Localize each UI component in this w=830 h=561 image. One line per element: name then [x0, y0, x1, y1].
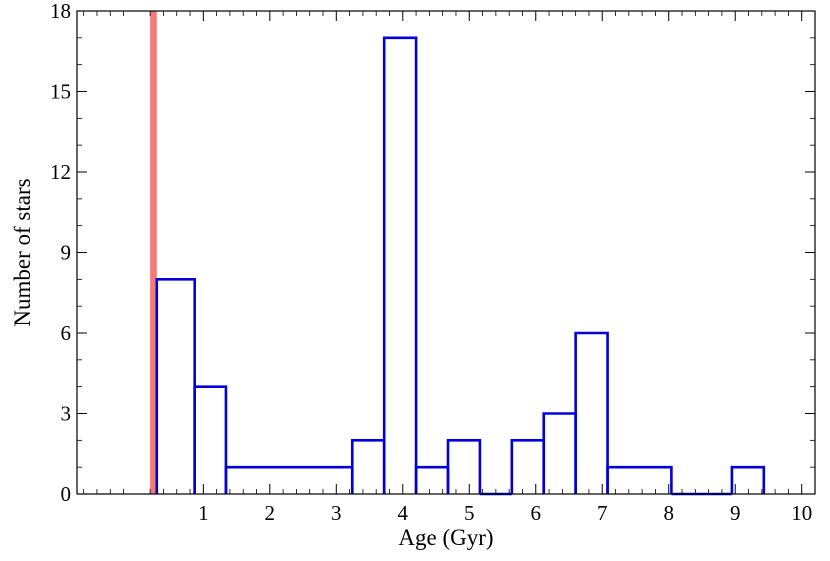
x-tick-label: 9 — [730, 501, 741, 525]
x-tick-label: 1 — [198, 501, 209, 525]
x-tick-label: 7 — [597, 501, 608, 525]
histogram-bin-5 — [414, 465, 450, 494]
histogram-bin-10 — [574, 331, 609, 494]
x-tick-label: 2 — [265, 501, 276, 525]
plot-frame — [76, 10, 816, 495]
histogram-bin-9 — [542, 412, 577, 494]
x-tick-label: 6 — [531, 501, 542, 525]
x-tick-label: 4 — [398, 501, 409, 525]
y-tick-label: 3 — [61, 402, 72, 426]
histogram-layer — [155, 36, 766, 496]
marker-layer — [150, 11, 157, 494]
histogram-bin-11 — [606, 465, 673, 494]
histogram-bin-4 — [382, 36, 418, 494]
x-tick-label: 3 — [331, 501, 342, 525]
y-tick-label: 18 — [50, 0, 71, 23]
histogram-bin-1 — [193, 385, 228, 494]
histogram-bin-8 — [510, 439, 546, 494]
y-tick-label: 12 — [50, 160, 71, 184]
y-axis-label: Number of stars — [10, 178, 35, 326]
histogram-bin-0 — [155, 278, 196, 494]
y-tick-label: 9 — [61, 241, 72, 265]
y-tick-label: 0 — [61, 482, 72, 506]
x-tick-label: 5 — [464, 501, 475, 525]
y-tick-label: 6 — [61, 321, 72, 345]
x-tick-label: 10 — [791, 501, 812, 525]
histogram-bin-2 — [224, 465, 354, 494]
reference-band — [150, 11, 157, 494]
x-tick-label: 8 — [663, 501, 674, 525]
histogram-bin-6 — [446, 439, 482, 494]
histogram-bin-3 — [350, 439, 386, 494]
histogram-bin-13 — [730, 465, 766, 494]
y-tick-label: 15 — [50, 80, 71, 104]
x-axis-label: Age (Gyr) — [398, 525, 493, 550]
